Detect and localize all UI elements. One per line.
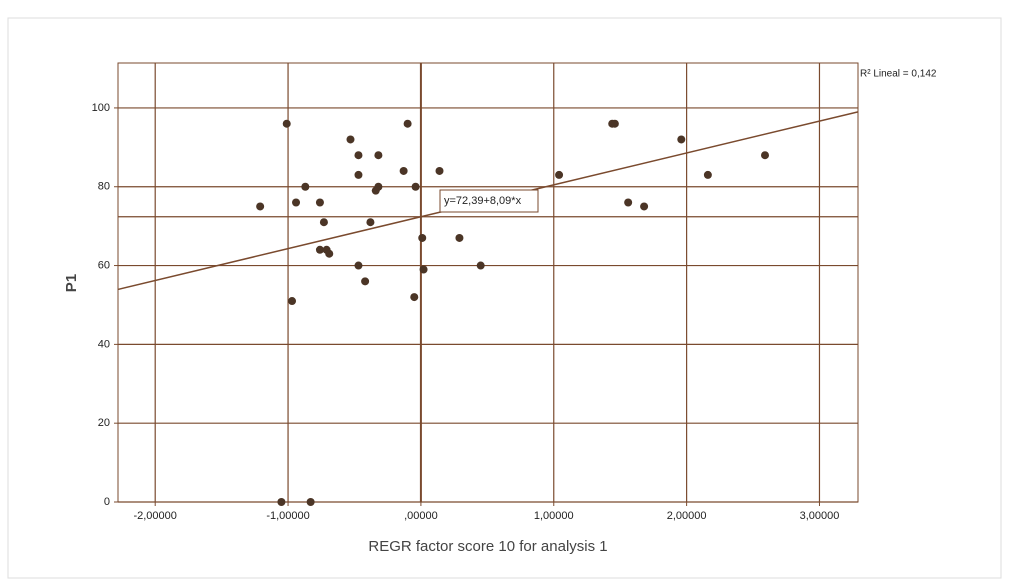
point — [677, 135, 686, 144]
y-tick-label: 20 — [98, 417, 110, 429]
point — [411, 182, 420, 191]
point — [410, 293, 419, 302]
x-axis-label: REGR factor score 10 for analysis 1 — [368, 538, 607, 555]
point — [325, 249, 334, 258]
point — [277, 498, 286, 506]
point — [403, 119, 412, 128]
point — [346, 135, 355, 144]
point — [361, 277, 370, 286]
fit-label: y=72,39+8,09*x — [444, 195, 522, 207]
point — [455, 233, 464, 242]
point — [354, 151, 363, 160]
y-tick-label: 80 — [98, 181, 110, 193]
panel-frame — [7, 17, 1002, 579]
point — [435, 166, 444, 175]
y-tick-label: 100 — [92, 102, 110, 114]
point — [703, 170, 712, 179]
x-tick-label: 1,00000 — [534, 510, 574, 522]
point — [288, 297, 297, 306]
x-tick-label: -2,00000 — [133, 510, 176, 522]
point — [315, 198, 324, 207]
point — [292, 198, 301, 207]
r2-label: R² Lineal = 0,142 — [860, 69, 937, 80]
y-tick-label: 60 — [98, 259, 110, 271]
point — [399, 166, 408, 175]
point — [476, 261, 485, 270]
point — [306, 498, 315, 506]
point — [610, 119, 619, 128]
point — [354, 261, 363, 270]
point — [640, 202, 649, 211]
point — [366, 218, 375, 227]
point — [374, 151, 383, 160]
plot-area — [117, 62, 859, 503]
fit-label-box — [439, 189, 539, 213]
x-tick-label: -1,00000 — [266, 510, 309, 522]
point — [319, 218, 328, 227]
x-tick-label: ,00000 — [404, 510, 438, 522]
y-tick-label: 40 — [98, 338, 110, 350]
y-tick-label: 0 — [104, 496, 110, 508]
point — [555, 170, 564, 179]
point — [419, 265, 428, 274]
x-tick-label: 3,00000 — [800, 510, 840, 522]
point — [418, 233, 427, 242]
point — [282, 119, 291, 128]
point — [374, 182, 383, 191]
point — [354, 170, 363, 179]
x-tick-label: 2,00000 — [667, 510, 707, 522]
y-axis-label: P1 — [63, 274, 80, 292]
point — [256, 202, 265, 211]
point — [301, 182, 310, 191]
point — [624, 198, 633, 207]
point — [761, 151, 770, 160]
point — [315, 245, 324, 254]
